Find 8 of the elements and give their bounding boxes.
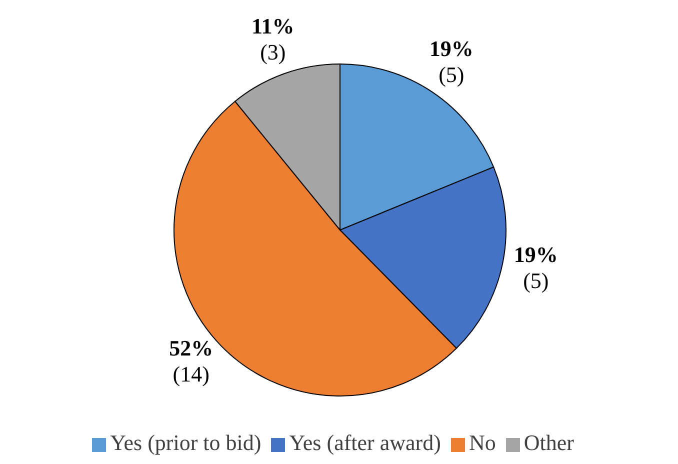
data-label: 11% (3) xyxy=(252,14,294,65)
legend-label: No xyxy=(468,430,496,455)
data-label: 19% (5) xyxy=(514,242,558,294)
legend-label: Yes (after award) xyxy=(289,430,441,455)
data-label: 19% (5) xyxy=(429,36,474,87)
legend-label: Yes (prior to bid) xyxy=(110,430,262,455)
data-label: 52% (14) xyxy=(169,336,214,387)
legend-label: Other xyxy=(524,430,574,455)
